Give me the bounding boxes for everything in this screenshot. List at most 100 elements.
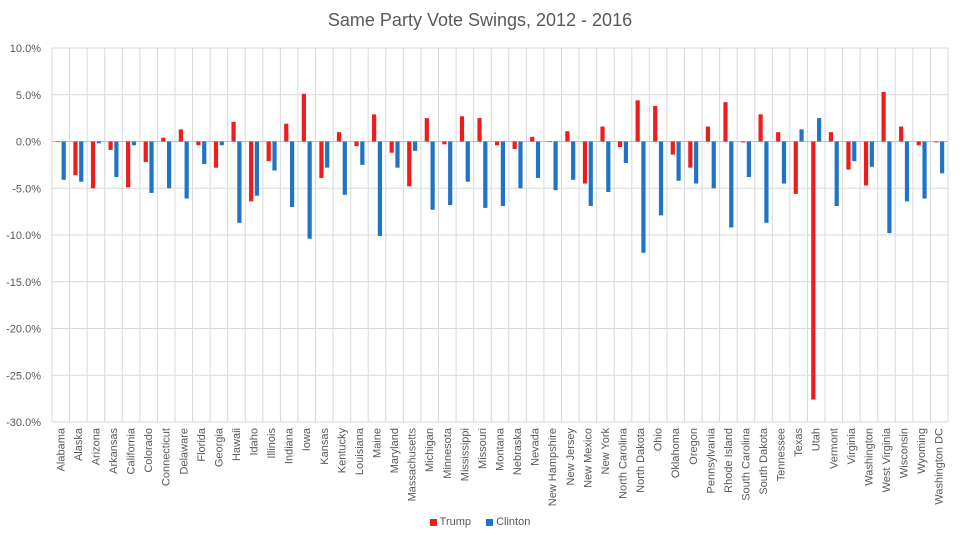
bar-clinton bbox=[904, 141, 910, 202]
bar-clinton bbox=[237, 141, 242, 223]
x-tick-label: Oklahoma bbox=[670, 427, 682, 478]
bar-trump bbox=[213, 141, 219, 168]
y-tick-label: -25.0% bbox=[6, 370, 41, 382]
y-tick-label: -30.0% bbox=[6, 417, 41, 429]
x-tick-label: New York bbox=[600, 428, 612, 475]
bar-clinton bbox=[729, 141, 734, 228]
x-tick-label: Utah bbox=[811, 428, 823, 451]
bar-clinton bbox=[360, 141, 365, 165]
bar-clinton bbox=[219, 141, 224, 146]
bar-trump bbox=[266, 141, 271, 162]
bar-clinton bbox=[96, 141, 101, 144]
x-tick-label: Maine bbox=[372, 428, 384, 458]
x-tick-label: Washington DC bbox=[934, 428, 946, 505]
x-tick-label: North Carolina bbox=[617, 427, 629, 499]
bar-clinton bbox=[289, 141, 295, 207]
x-tick-label: Idaho bbox=[249, 428, 261, 456]
x-tick-label: Illinois bbox=[266, 428, 278, 459]
y-tick-label: -5.0% bbox=[12, 183, 41, 195]
bar-clinton bbox=[184, 141, 189, 199]
bar-clinton bbox=[887, 141, 892, 234]
x-tick-label: Montana bbox=[495, 427, 507, 471]
bar-trump bbox=[846, 141, 851, 170]
bar-clinton bbox=[307, 141, 312, 239]
x-tick-label: Iowa bbox=[301, 427, 313, 451]
x-tick-label: Connecticut bbox=[161, 428, 173, 486]
bar-trump bbox=[653, 105, 658, 142]
x-tick-label: New Jersey bbox=[565, 428, 577, 486]
bar-trump bbox=[143, 141, 148, 163]
bar-trump bbox=[881, 91, 886, 142]
bar-trump bbox=[530, 136, 535, 142]
bar-trump bbox=[723, 102, 728, 142]
x-tick-label: Delaware bbox=[178, 428, 190, 474]
bar-clinton bbox=[412, 141, 418, 151]
x-tick-label: Texas bbox=[793, 428, 805, 457]
y-tick-label: -20.0% bbox=[6, 324, 41, 336]
x-tick-label: Alabama bbox=[55, 427, 67, 471]
bar-clinton bbox=[606, 141, 611, 192]
bar-clinton bbox=[342, 141, 347, 195]
bar-clinton bbox=[588, 141, 593, 207]
y-axis-ticks: 10.0% 5.0% 0.0% -5.0% -10.0% -15.0% -20.0% -25.… bbox=[6, 43, 41, 429]
bar-clinton bbox=[711, 141, 716, 189]
bar-trump bbox=[249, 141, 254, 202]
x-tick-label: New Mexico bbox=[582, 428, 594, 488]
bar-clinton bbox=[500, 141, 505, 207]
bar-trump bbox=[688, 141, 693, 168]
bar-clinton bbox=[518, 141, 523, 189]
bar-clinton bbox=[430, 141, 435, 210]
bar-clinton bbox=[571, 141, 576, 180]
x-axis-ticks: Alabama Alaska Arizona Arkansas California Co… bbox=[55, 427, 945, 506]
bar-clinton bbox=[166, 141, 172, 189]
bar-trump bbox=[828, 132, 834, 142]
bar-trump bbox=[336, 132, 342, 142]
x-tick-label: Louisiana bbox=[354, 427, 366, 475]
x-tick-label: Massachusetts bbox=[407, 428, 419, 502]
bar-trump bbox=[108, 141, 113, 150]
bar-trump bbox=[126, 141, 131, 188]
x-tick-label: West Virginia bbox=[881, 427, 893, 492]
bar-clinton bbox=[676, 141, 681, 181]
bar-trump bbox=[284, 123, 289, 142]
bar-trump bbox=[635, 100, 640, 142]
bar-trump bbox=[495, 141, 500, 146]
bar-trump bbox=[73, 141, 78, 176]
bar-clinton bbox=[799, 129, 804, 142]
bar-trump bbox=[582, 141, 588, 184]
x-tick-label: Wisconsin bbox=[899, 428, 911, 478]
bar-trump bbox=[863, 141, 869, 186]
bar-clinton bbox=[202, 141, 207, 164]
x-tick-label: Georgia bbox=[213, 427, 225, 467]
bar-trump bbox=[459, 116, 465, 142]
y-tick-label: -10.0% bbox=[6, 230, 41, 242]
legend-swatch-trump bbox=[429, 518, 437, 526]
bar-clinton bbox=[325, 141, 330, 168]
x-tick-label: Washington bbox=[863, 428, 875, 486]
bar-clinton bbox=[694, 141, 699, 184]
bar-trump bbox=[407, 141, 412, 187]
bar-trump bbox=[442, 141, 447, 145]
bar-clinton bbox=[940, 141, 945, 174]
bar-clinton bbox=[922, 141, 927, 199]
x-tick-label: Oregon bbox=[688, 428, 700, 465]
x-tick-label: South Dakota bbox=[758, 427, 770, 495]
bar-trump bbox=[372, 114, 377, 142]
bar-trump bbox=[600, 126, 605, 142]
x-tick-label: Michigan bbox=[424, 428, 436, 472]
x-tick-label: Colorado bbox=[143, 428, 155, 473]
x-tick-label: Kentucky bbox=[336, 428, 348, 474]
bar-clinton bbox=[658, 141, 664, 216]
bar-clinton bbox=[483, 141, 488, 208]
bar-clinton bbox=[781, 141, 787, 184]
bar-trump bbox=[319, 141, 324, 178]
bar-clinton bbox=[61, 141, 66, 180]
bar-clinton bbox=[869, 141, 874, 167]
bar-trump bbox=[793, 141, 798, 194]
bar-clinton bbox=[395, 141, 400, 168]
bars bbox=[55, 91, 945, 400]
x-tick-label: Indiana bbox=[284, 427, 296, 464]
x-tick-label: California bbox=[126, 427, 138, 474]
x-tick-label: Vermont bbox=[828, 428, 840, 469]
